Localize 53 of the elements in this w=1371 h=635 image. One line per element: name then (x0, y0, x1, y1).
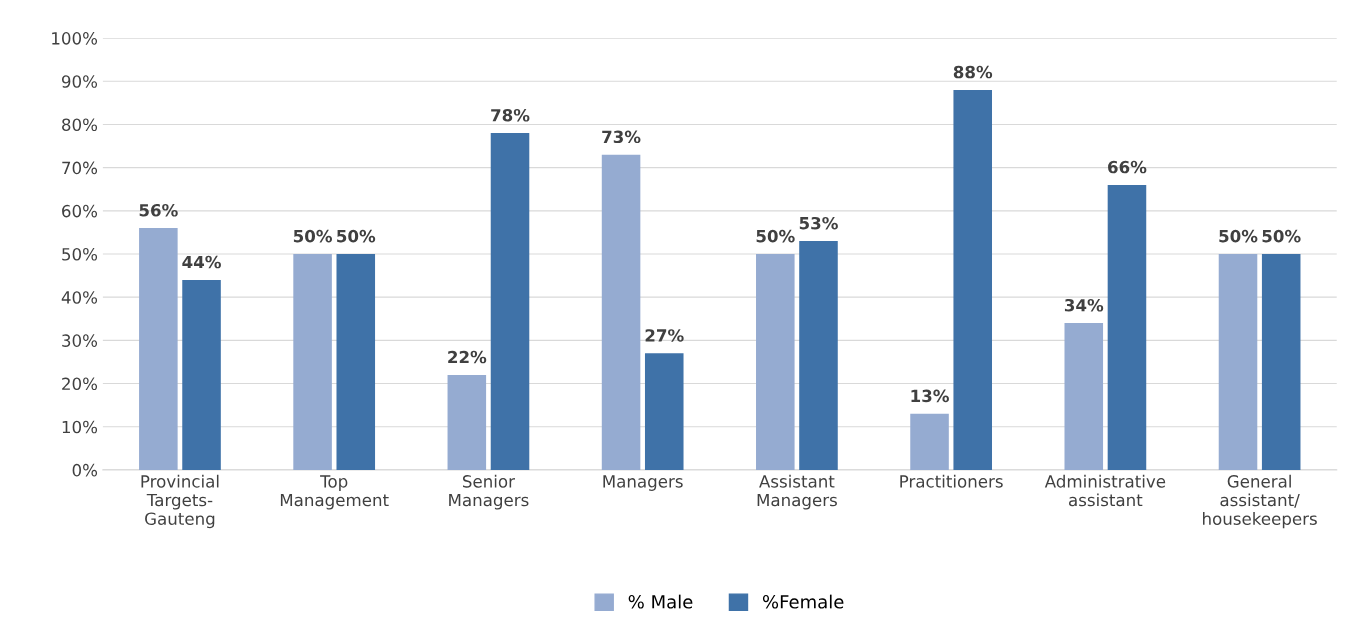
y-tick-label: 50% (62, 247, 98, 261)
x-tick-label: Provincial Targets- Gauteng (141, 474, 219, 529)
y-tick-label: 80% (62, 118, 98, 132)
data-label: 50% (1262, 229, 1301, 243)
bar (139, 228, 178, 470)
legend-label: % Male (628, 594, 693, 609)
y-tick-label: 100% (52, 32, 98, 45)
data-label: 22% (448, 350, 487, 364)
y-tick-label: 90% (61, 75, 98, 88)
data-label: 13% (911, 389, 949, 403)
x-tick-label: Senior Managers (449, 474, 529, 510)
data-label: 88% (953, 65, 993, 79)
x-tick-label: Practitioners (900, 474, 1003, 488)
y-tick-label: 60% (62, 204, 98, 218)
data-label: 50% (293, 229, 332, 243)
bar (799, 241, 838, 470)
x-tick-label: General assistant/ housekeepers (1203, 474, 1317, 529)
bar (490, 133, 530, 470)
legend-label: %Female (762, 594, 844, 609)
data-label: 78% (491, 108, 530, 122)
data-label: 73% (602, 130, 641, 144)
data-label: 53% (799, 216, 838, 230)
bar (1261, 254, 1301, 470)
y-tick-label: 40% (61, 291, 98, 304)
data-label: 66% (1108, 160, 1147, 174)
bar (447, 374, 487, 470)
bar (336, 254, 376, 470)
bar (910, 413, 949, 470)
data-label: 56% (139, 203, 178, 217)
bar (182, 279, 221, 470)
data-label: 44% (182, 255, 221, 269)
bar (1218, 254, 1258, 470)
y-tick-label: 0% (72, 463, 98, 477)
x-tick-label: Managers (603, 475, 683, 491)
y-tick-label: 30% (62, 334, 98, 347)
bar (293, 254, 332, 470)
bar (953, 89, 992, 470)
x-tick-label: Assistant Managers (757, 474, 837, 510)
bar (1107, 184, 1147, 470)
data-label: 50% (337, 229, 376, 243)
bar (756, 254, 795, 470)
y-tick-label: 10% (62, 420, 98, 434)
x-tick-label: Administrative assistant (1044, 474, 1166, 507)
bar (644, 353, 684, 470)
bar (601, 154, 641, 470)
y-tick-label: 70% (62, 161, 98, 175)
data-label: 27% (645, 329, 684, 342)
data-label: 34% (1064, 298, 1104, 312)
y-tick-label: 20% (62, 377, 98, 391)
data-label: 50% (1219, 229, 1258, 243)
data-label: 50% (756, 229, 795, 243)
bar (1064, 323, 1104, 470)
x-tick-label: Top Management (280, 475, 389, 510)
